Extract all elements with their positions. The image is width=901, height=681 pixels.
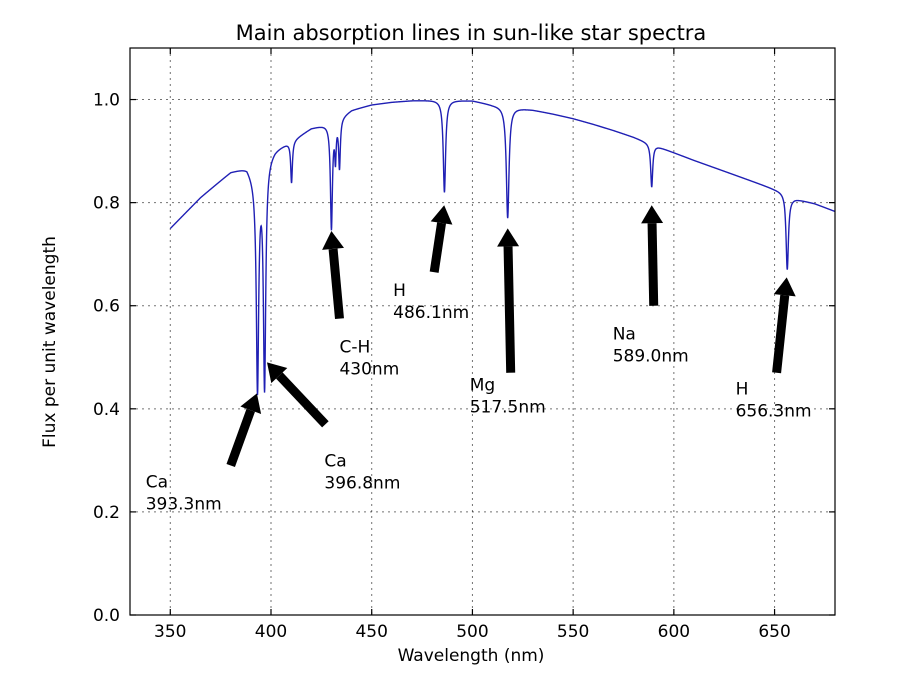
annotation-arrow-shaft bbox=[772, 294, 790, 374]
annotation-arrow-head bbox=[773, 277, 796, 297]
annotation-wavelength: 656.3nm bbox=[736, 402, 812, 422]
x-axis-label: Wavelength (nm) bbox=[398, 646, 545, 666]
y-tick-label: 0.4 bbox=[93, 400, 120, 420]
x-tick-label: 400 bbox=[255, 622, 287, 642]
chart-title: Main absorption lines in sun-like star s… bbox=[236, 21, 707, 45]
y-axis-label: Flux per unit wavelength bbox=[40, 236, 60, 448]
annotation-arrows bbox=[226, 205, 796, 468]
y-tick-label: 0.8 bbox=[93, 194, 120, 214]
x-tick-label: 550 bbox=[557, 622, 589, 642]
x-tick-label: 650 bbox=[758, 622, 790, 642]
annotation-arrow-head bbox=[322, 231, 344, 250]
x-tick-label: 350 bbox=[154, 622, 186, 642]
annotation-wavelength: 517.5nm bbox=[470, 398, 546, 418]
annotation-arrow-head bbox=[240, 393, 262, 414]
annotation-element: Ca bbox=[146, 473, 168, 493]
y-tick-label: 0.6 bbox=[93, 297, 120, 317]
annotation-arrow-shaft bbox=[429, 222, 447, 273]
annotation-arrow-head bbox=[641, 205, 664, 224]
annotation-arrow-shaft bbox=[647, 223, 659, 306]
annotation-wavelength: 393.3nm bbox=[146, 495, 222, 515]
axis-ticks: 350 400 450 500 550 600 650 0.0 0.2 0.4 0.6 0.8 1.0 bbox=[93, 48, 835, 642]
annotation-wavelength: 430nm bbox=[339, 360, 399, 380]
spectrum-line bbox=[169, 100, 836, 396]
annotation-wavelength: 396.8nm bbox=[324, 473, 400, 493]
spectrum-curve-group bbox=[169, 100, 836, 396]
annotation-wavelength: 589.0nm bbox=[613, 347, 689, 367]
annotation-element: Na bbox=[613, 325, 636, 345]
y-tick-label: 1.0 bbox=[93, 91, 120, 111]
annotation-labels: Ca393.3nmCa396.8nmC-H430nmH486.1nmMg517.… bbox=[146, 281, 812, 514]
annotation-arrow-head bbox=[430, 205, 453, 225]
grid bbox=[130, 48, 835, 616]
y-tick-label: 0.2 bbox=[93, 503, 120, 523]
annotation-element: Ca bbox=[324, 451, 346, 471]
x-tick-label: 600 bbox=[658, 622, 690, 642]
annotation-element: H bbox=[736, 380, 749, 400]
annotation-wavelength: 486.1nm bbox=[393, 303, 469, 323]
annotation-element: C-H bbox=[339, 338, 370, 358]
annotation-element: H bbox=[393, 281, 406, 301]
x-tick-label: 500 bbox=[456, 622, 488, 642]
y-tick-label: 0.0 bbox=[93, 606, 120, 626]
annotation-arrow-shaft bbox=[328, 248, 344, 320]
annotation-arrow-shaft bbox=[226, 408, 255, 468]
annotation-element: Mg bbox=[470, 376, 495, 396]
annotation-arrow-shaft bbox=[503, 246, 516, 373]
annotation-arrow-head bbox=[497, 228, 520, 247]
annotation-arrow-shaft bbox=[276, 372, 329, 428]
annotation-arrow-head bbox=[267, 362, 288, 384]
x-tick-label: 450 bbox=[355, 622, 387, 642]
plot-frame bbox=[129, 47, 836, 616]
